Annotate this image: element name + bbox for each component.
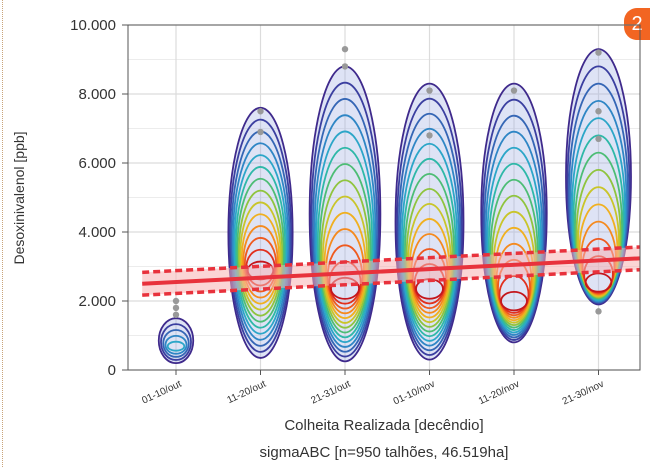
outlier-point [595, 135, 602, 143]
density-contour [320, 179, 370, 329]
outlier-point [341, 63, 349, 70]
density-contour [481, 98, 547, 341]
density-contour [310, 81, 380, 358]
density-contour [487, 162, 541, 331]
density-contour [237, 189, 284, 317]
y-tick-label: 2.000 [78, 293, 116, 310]
outlier-point [257, 108, 264, 115]
data-points [172, 45, 602, 318]
density-contour [162, 329, 190, 358]
y-tick-label: 10.000 [70, 17, 116, 34]
density-contour [577, 186, 620, 298]
density-contour [400, 142, 459, 342]
y-tick-label: 0 [108, 362, 116, 379]
outlier-point [595, 308, 602, 315]
density-contour [234, 166, 287, 329]
density-contour [313, 114, 377, 348]
outlier-point [172, 297, 180, 305]
density-contour [574, 151, 623, 300]
x-tick-label: 21-31/out [309, 379, 352, 407]
grid-lines [128, 24, 640, 371]
density-contour [316, 146, 374, 339]
density-contour [240, 213, 281, 305]
density-contours [157, 48, 632, 364]
density-contour [157, 317, 195, 364]
trend-layer [142, 245, 640, 297]
density-contour [233, 154, 288, 335]
y-axis: 0 2.000 4.000 6.000 8.000 10.000 [70, 17, 128, 379]
y-tick-label: 8.000 [78, 86, 116, 103]
outlier-point [172, 311, 180, 318]
density-contour [483, 114, 545, 339]
figure-number-badge: 2 [624, 8, 650, 40]
chart-footnote: sigmaABC [n=950 talhões, 46.519ha] [260, 444, 509, 461]
plot-border [127, 24, 641, 371]
outlier-point [595, 108, 602, 115]
density-contour [315, 130, 375, 344]
density-contour [569, 100, 628, 303]
outlier-point [341, 45, 349, 53]
outlier-point [510, 87, 518, 94]
density-contour [160, 323, 192, 361]
density-contour [166, 340, 186, 352]
y-tick-label: 6.000 [78, 155, 116, 172]
density-contour [568, 82, 629, 304]
x-tick-label: 01-10/out [140, 379, 183, 407]
page-edge-guide [2, 0, 3, 467]
outlier-point [426, 132, 433, 139]
density-contour [397, 112, 462, 352]
y-tick-label: 4.000 [78, 224, 116, 241]
lower-confidence-line [142, 267, 640, 297]
x-tick-label: 11-20/out [225, 379, 267, 407]
trend-line [142, 256, 640, 286]
density-contour [308, 65, 382, 363]
density-contour [572, 134, 625, 301]
density-contour [486, 146, 542, 334]
upper-confidence-line [142, 245, 640, 275]
density-contour [231, 142, 290, 341]
density-contour [242, 225, 279, 299]
density-contour [484, 130, 544, 336]
density-contour [318, 163, 372, 334]
density-contour [404, 172, 455, 333]
density-contour [500, 290, 528, 312]
density-contour [495, 242, 533, 319]
x-tick-label: 01-10/nov [392, 379, 437, 408]
outlier-point [595, 49, 602, 56]
density-contour [566, 65, 631, 305]
density-contour [236, 177, 285, 323]
density-contour [402, 157, 457, 338]
x-axis-title: Colheita Realizada [decêndio] [284, 417, 483, 434]
outlier-point [257, 128, 264, 136]
y-axis-title: Desoxinivalenol [ppb] [11, 131, 27, 264]
density-contour [312, 98, 378, 353]
density-contour [399, 127, 460, 347]
density-contour [571, 117, 626, 302]
outlier-point [426, 87, 433, 94]
density-contour [164, 334, 188, 355]
density-contour [239, 201, 282, 311]
density-contour [228, 118, 293, 353]
outlier-point [172, 304, 180, 312]
x-tick-label: 11-20/nov [477, 379, 521, 407]
x-tick-label: 21-30/nov [561, 379, 606, 408]
density-contour [575, 169, 622, 299]
density-contour [396, 97, 463, 356]
x-axis: 01-10/out 11-20/out 21-31/out 01-10/nov 11-2… [140, 370, 606, 408]
